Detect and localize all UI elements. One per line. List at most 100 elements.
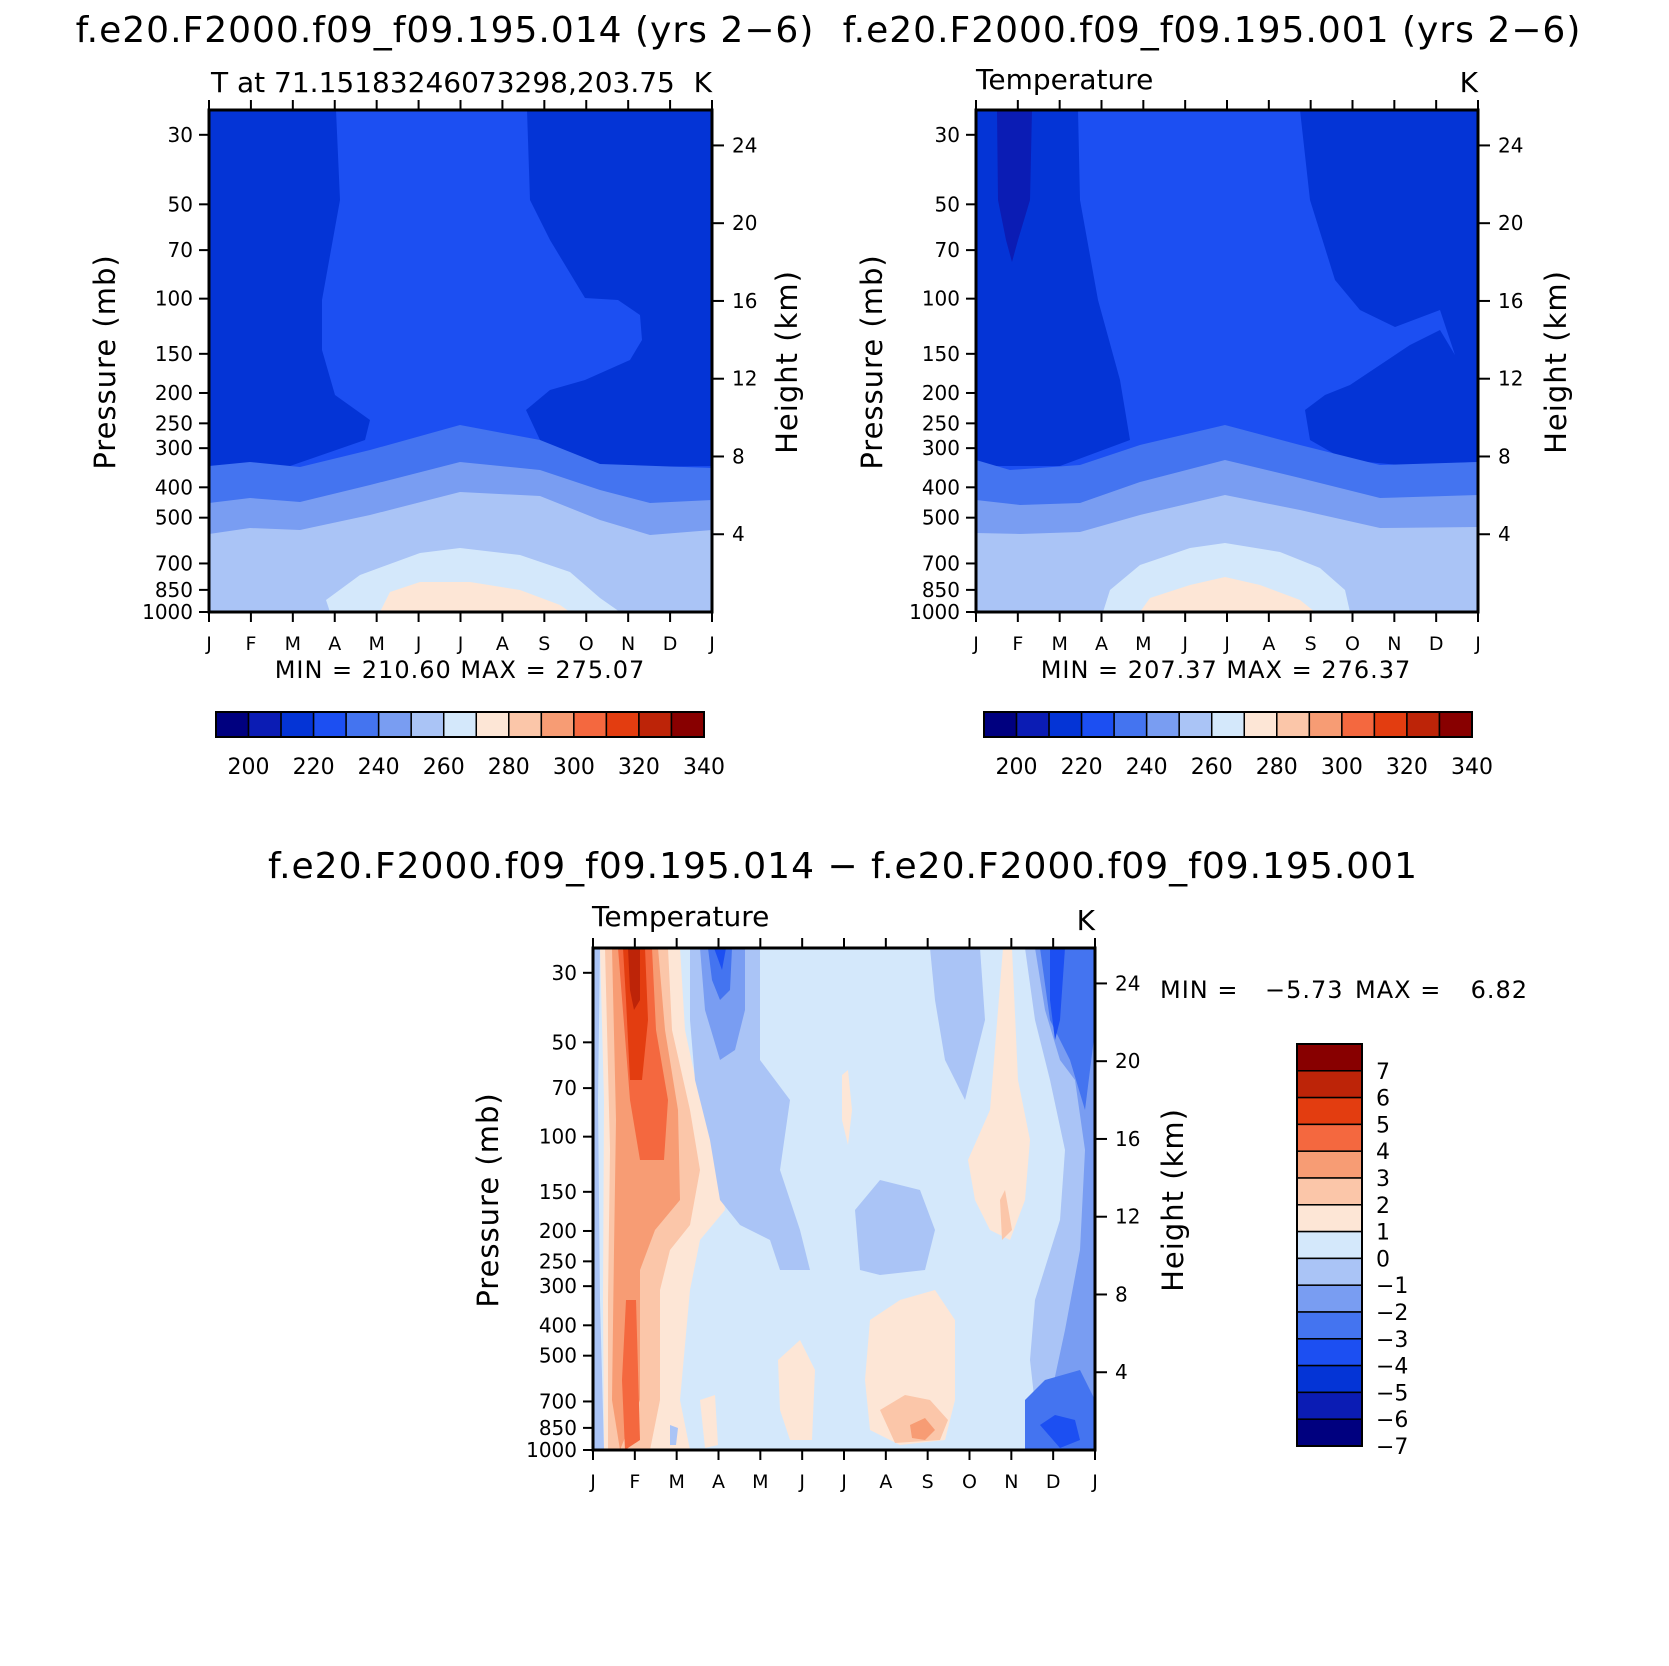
month-tick-label: A — [1262, 633, 1275, 655]
panel-difference-max-label: MAX = — [1355, 976, 1441, 1004]
colorbar-label: 220 — [1061, 755, 1103, 780]
panel-difference-units: K — [1077, 904, 1096, 937]
colorbar-label: 4 — [1376, 1140, 1390, 1165]
month-tick-label: J — [1091, 1471, 1098, 1493]
month-tick-label: J — [1223, 633, 1230, 655]
colorbar-swatch — [1296, 1043, 1363, 1072]
panel-difference-min-label: MIN = — [1160, 976, 1238, 1004]
colorbar-swatch — [280, 711, 315, 738]
pressure-tick-label: 500 — [155, 506, 193, 530]
month-tick-label: F — [245, 633, 256, 655]
pressure-tick-label: 850 — [922, 578, 960, 602]
contour-band-minus1-to-minus2 — [855, 1180, 935, 1275]
month-tick-label: D — [1429, 633, 1444, 655]
colorbar-swatch — [983, 711, 1018, 738]
panel-right-units: K — [1460, 66, 1479, 99]
contour-band-5-to-6 — [628, 948, 640, 1010]
height-tick-label: 24 — [1115, 971, 1140, 995]
month-tick-label: S — [922, 1471, 934, 1493]
colorbar-label: −1 — [1376, 1274, 1408, 1299]
colorbar-label: 240 — [358, 755, 400, 780]
month-tick-label: J — [798, 1471, 805, 1493]
pressure-tick-label: 200 — [155, 381, 193, 405]
colorbar-label: 320 — [1386, 755, 1428, 780]
colorbar-swatch — [1308, 711, 1343, 738]
colorbar-swatch — [508, 711, 543, 738]
pressure-tick-label: 100 — [155, 287, 193, 311]
month-tick-label: A — [496, 633, 509, 655]
colorbar-swatch — [1296, 1204, 1363, 1233]
height-tick-label: 8 — [732, 444, 745, 468]
height-tick-label: 8 — [1115, 1282, 1128, 1306]
colorbar-swatch — [1178, 711, 1213, 738]
height-tick-label: 16 — [732, 289, 757, 313]
colorbar-swatch — [1296, 1284, 1363, 1313]
pressure-tick-label: 500 — [539, 1344, 577, 1368]
colorbar-label: 220 — [293, 755, 335, 780]
month-tick-label: J — [205, 633, 212, 655]
pressure-tick-label: 1000 — [909, 600, 960, 624]
contour-band-220 — [209, 110, 370, 466]
pressure-tick-label: 100 — [922, 287, 960, 311]
panel-difference-ylabel: Pressure (mb) — [471, 1092, 505, 1307]
colorbar-swatch — [1296, 1150, 1363, 1179]
colorbar-label: −7 — [1376, 1435, 1408, 1460]
panel-left-units: K — [694, 66, 713, 99]
month-tick-label: N — [621, 633, 635, 655]
contour-band-minus1-to-minus2 — [670, 1425, 678, 1445]
pressure-tick-label: 100 — [539, 1125, 577, 1149]
height-tick-label: 24 — [732, 133, 757, 157]
colorbar-frame — [983, 711, 1473, 738]
colorbar-swatch — [1296, 1177, 1363, 1206]
colorbar-label: 340 — [683, 755, 725, 780]
colorbar-swatch — [1113, 711, 1148, 738]
colorbar-swatch — [312, 711, 347, 738]
panel-left-colorbar: 200 220 240 260 280 300 320 340 — [215, 711, 725, 780]
pressure-tick-label: 250 — [155, 411, 193, 435]
height-tick-label: 4 — [1498, 522, 1511, 546]
colorbar-swatch — [1296, 1123, 1363, 1152]
colorbar-swatch — [1048, 711, 1083, 738]
month-tick-label: N — [1387, 633, 1401, 655]
pressure-tick-label: 70 — [168, 238, 193, 262]
colorbar-swatch — [1296, 1364, 1363, 1394]
colorbar-swatch — [1145, 711, 1180, 738]
month-tick-label: J — [589, 1471, 596, 1493]
colorbar-frame — [215, 711, 705, 738]
colorbar-swatch — [345, 711, 380, 738]
pressure-tick-label: 300 — [155, 436, 193, 460]
pressure-tick-label: 70 — [552, 1076, 577, 1100]
panel-left-min-max: MIN = 210.60 MAX = 275.07 — [275, 656, 646, 684]
contour-band-2-to-3 — [910, 1418, 935, 1440]
contour-band-4-to-5 — [623, 948, 648, 1080]
month-tick-label: A — [712, 1471, 725, 1493]
colorbar-swatch — [1296, 1311, 1363, 1340]
height-tick-label: 4 — [732, 522, 745, 546]
colorbar-swatch — [1210, 711, 1246, 738]
colorbar-frame — [1296, 1043, 1363, 1447]
month-tick-label: M — [752, 1471, 768, 1493]
colorbar-swatch — [1406, 711, 1441, 738]
pressure-tick-label: 150 — [539, 1180, 577, 1204]
panel-difference-title: f.e20.F2000.f09_f09.195.014 − f.e20.F200… — [268, 846, 1418, 887]
colorbar-swatch — [1341, 711, 1376, 738]
colorbar-swatch — [1438, 711, 1473, 738]
pressure-tick-label: 700 — [922, 551, 960, 575]
colorbar-swatch — [1015, 711, 1050, 738]
pressure-tick-label: 300 — [922, 436, 960, 460]
panel-right-min-max: MIN = 207.37 MAX = 276.37 — [1041, 656, 1412, 684]
pressure-tick-label: 30 — [935, 123, 960, 147]
colorbar-label: 7 — [1376, 1060, 1390, 1085]
contour-band-270 — [1140, 577, 1315, 612]
panel-right: f.e20.F2000.f09_f09.195.001 (yrs 2−6) Te… — [843, 10, 1581, 780]
height-tick-label: 20 — [1498, 211, 1523, 235]
colorbar-swatch — [475, 711, 510, 738]
pressure-tick-label: 70 — [935, 238, 960, 262]
pressure-tick-label: 200 — [922, 381, 960, 405]
month-tick-label: J — [457, 633, 464, 655]
